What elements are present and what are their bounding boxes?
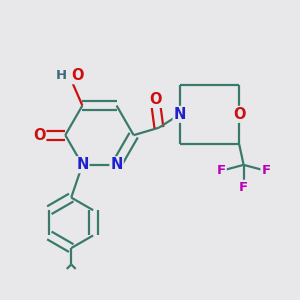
Text: O: O <box>233 107 245 122</box>
Text: N: N <box>110 157 123 172</box>
Text: F: F <box>261 164 271 177</box>
Text: O: O <box>150 92 162 107</box>
Text: O: O <box>72 68 84 83</box>
Text: F: F <box>217 164 226 177</box>
Text: N: N <box>173 107 186 122</box>
Text: H: H <box>56 69 67 82</box>
Text: N: N <box>76 157 88 172</box>
Text: O: O <box>33 128 45 142</box>
Text: F: F <box>239 181 248 194</box>
